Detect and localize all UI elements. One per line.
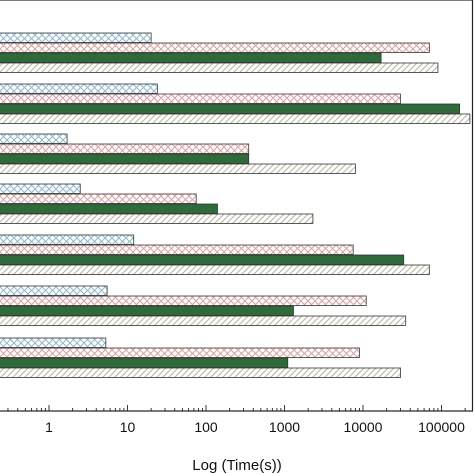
x-axis-ticks <box>7 405 466 411</box>
bar-group-2-series-4 <box>0 113 471 124</box>
bar-group-1-series-4 <box>0 62 439 73</box>
bar-group-1-series-3 <box>0 52 382 63</box>
x-tick-label: 1 <box>45 419 53 435</box>
x-tick-label: 100000 <box>418 419 465 435</box>
bar-group-7-series-2 <box>0 347 360 358</box>
bar-group-3-series-3 <box>0 153 250 164</box>
bar-group-4-series-4 <box>0 213 314 224</box>
bar-group-6-series-2 <box>0 295 367 306</box>
bar-group-6-series-4 <box>0 315 407 326</box>
x-axis-title: Log (Time(s)) <box>192 457 281 474</box>
bar-group-4-series-1 <box>0 183 81 194</box>
bar-group-6-series-1 <box>0 285 108 296</box>
x-tick-label: 10 <box>120 419 136 435</box>
x-tick-label: 10000 <box>344 419 383 435</box>
bar-group-5-series-1 <box>0 234 135 245</box>
bar-group-6-series-3 <box>0 305 294 316</box>
bar-group-1-series-2 <box>0 42 430 53</box>
bar-group-2-series-1 <box>0 83 158 94</box>
bar-group-5-series-4 <box>0 264 430 275</box>
bar-group-4-series-2 <box>0 193 197 204</box>
bar-group-2-series-2 <box>0 93 401 104</box>
bar-group-7-series-3 <box>0 357 289 368</box>
x-axis-tick-labels: 1 10 100 1000 10000 100000 <box>45 419 465 435</box>
bars <box>0 32 471 378</box>
bar-group-7-series-4 <box>0 367 401 378</box>
bar-group-5-series-2 <box>0 244 354 255</box>
bar-group-5-series-3 <box>0 254 405 265</box>
bar-group-3-series-2 <box>0 143 250 154</box>
bar-group-2-series-3 <box>0 103 460 114</box>
x-tick-label: 100 <box>194 419 218 435</box>
bar-group-7-series-1 <box>0 337 107 348</box>
bar-group-3-series-4 <box>0 163 356 174</box>
plot-frame <box>0 0 474 412</box>
bar-group-3-series-1 <box>0 133 68 144</box>
bar-group-4-series-3 <box>0 203 218 214</box>
bar-group-1-series-1 <box>0 32 152 43</box>
x-tick-label: 1000 <box>269 419 300 435</box>
